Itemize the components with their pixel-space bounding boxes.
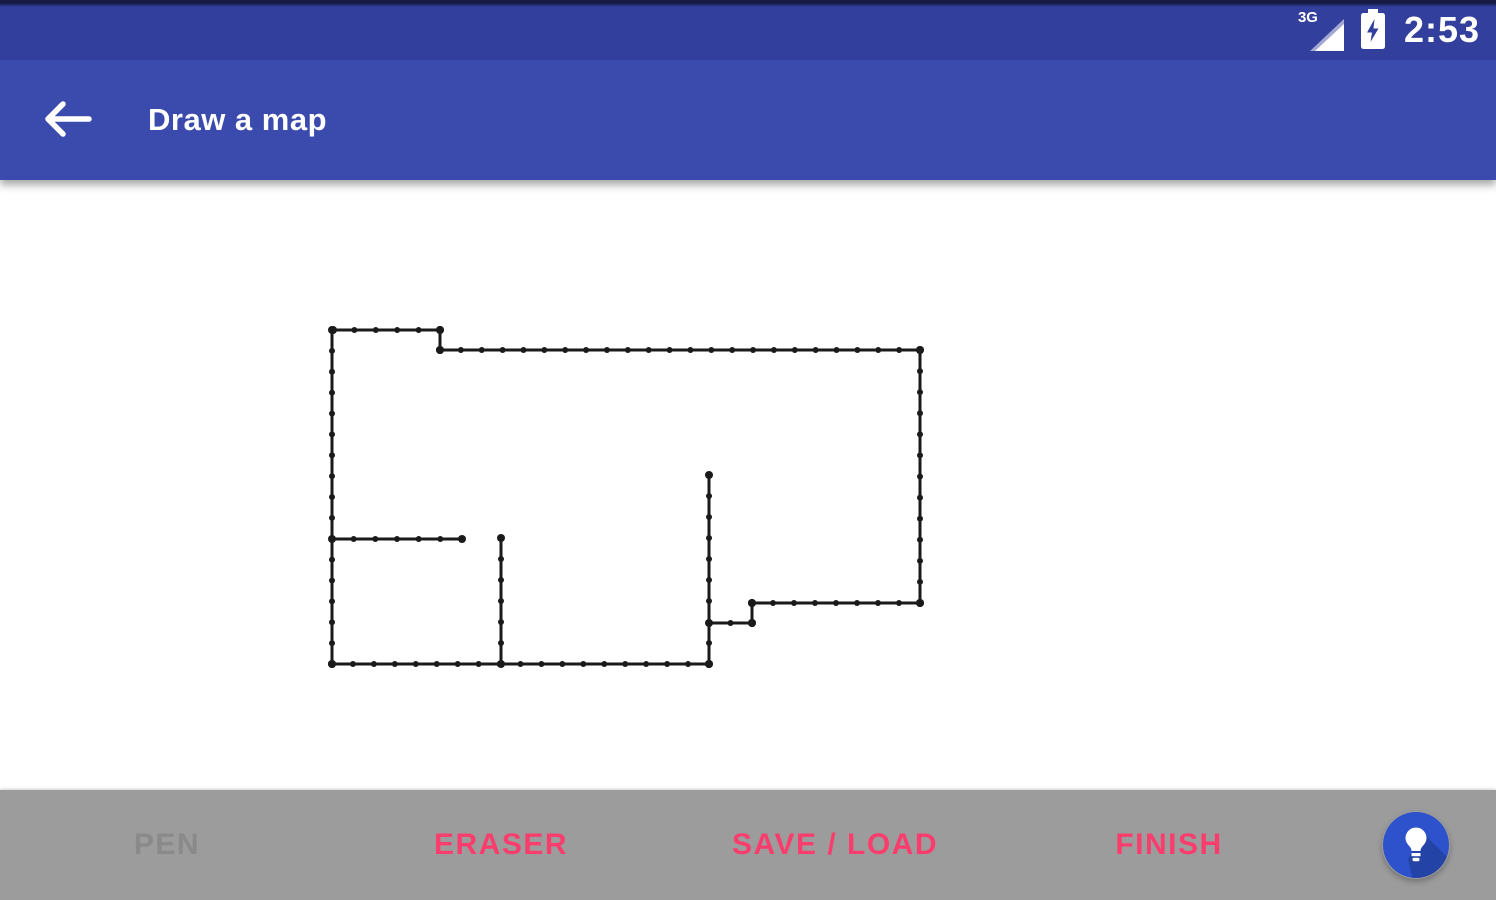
- lightbulb-icon: [1382, 811, 1450, 879]
- clock: 2:53: [1403, 9, 1480, 50]
- page-title: Draw a map: [148, 102, 328, 137]
- battery-charging-icon: [1360, 7, 1390, 53]
- status-bar: 3G 2:53: [0, 0, 1496, 60]
- fab-area: [1336, 790, 1496, 900]
- map-drawing: [328, 326, 924, 668]
- save-load-button[interactable]: SAVE / LOAD: [668, 790, 1002, 900]
- tool-button-group: PEN ERASER SAVE / LOAD FINISH: [0, 790, 1336, 900]
- eraser-button[interactable]: ERASER: [334, 790, 668, 900]
- help-fab[interactable]: [1382, 811, 1450, 879]
- signal-strength-icon: 3G: [1298, 7, 1346, 53]
- drawing-canvas[interactable]: [0, 180, 1496, 790]
- bottom-toolbar: PEN ERASER SAVE / LOAD FINISH: [0, 790, 1496, 900]
- back-button[interactable]: [28, 80, 108, 160]
- finish-button[interactable]: FINISH: [1002, 790, 1336, 900]
- arrow-left-icon: [43, 100, 93, 141]
- pen-button[interactable]: PEN: [0, 790, 334, 900]
- network-type-label: 3G: [1297, 9, 1318, 26]
- app-bar: Draw a map: [0, 60, 1496, 180]
